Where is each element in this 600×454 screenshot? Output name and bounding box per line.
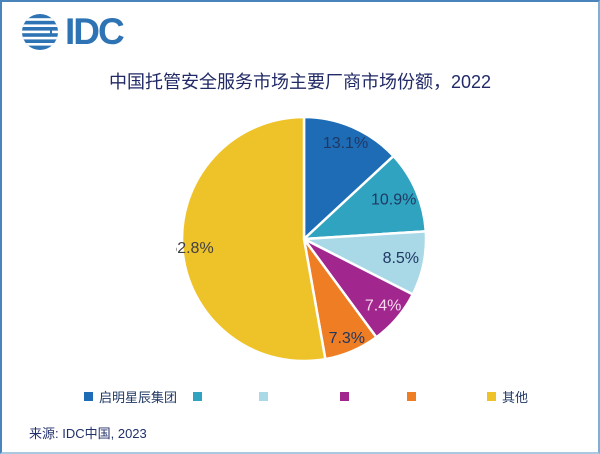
chart-title: 中国托管安全服务市场主要厂商市场份额，2022	[108, 72, 492, 92]
legend-item	[407, 387, 422, 405]
chart-legend: 启明星辰集团 其他	[2, 387, 598, 405]
legend-label: 其他	[502, 389, 529, 405]
idc-logo: IDC	[21, 11, 125, 53]
globe-stripes-icon	[22, 14, 58, 50]
pie-slice	[302, 154, 428, 241]
legend-swatch	[193, 391, 202, 401]
pie-slice-label: 10.9%	[371, 192, 416, 209]
pie-slice-label: 7.4%	[365, 297, 401, 314]
legend-swatch	[84, 391, 93, 401]
legend-swatch	[340, 391, 349, 401]
pie-slice-label: 13.1%	[323, 135, 368, 152]
legend-item	[193, 387, 208, 405]
legend-swatch	[259, 391, 268, 401]
source-note: 来源: IDC中国, 2023	[29, 426, 147, 441]
pie-slice-label: 52.8%	[176, 240, 214, 257]
legend-label: 启明星辰集团	[99, 389, 178, 405]
pie-slice	[302, 115, 395, 241]
legend-item	[259, 387, 274, 405]
pie-slice-label: 8.5%	[383, 250, 419, 267]
idc-logo-text: IDC	[65, 11, 125, 52]
pie-slice-label: 7.3%	[329, 330, 365, 347]
legend-item: 启明星辰集团	[84, 387, 177, 405]
legend-item	[340, 387, 355, 405]
pie-chart: 13.1% 10.9% 8.5% 7.4%7.3% 52.8%	[176, 115, 428, 363]
legend-swatch	[487, 391, 496, 401]
legend-item: 其他	[487, 387, 528, 405]
pie-slice	[180, 115, 327, 363]
legend-swatch	[407, 391, 416, 401]
